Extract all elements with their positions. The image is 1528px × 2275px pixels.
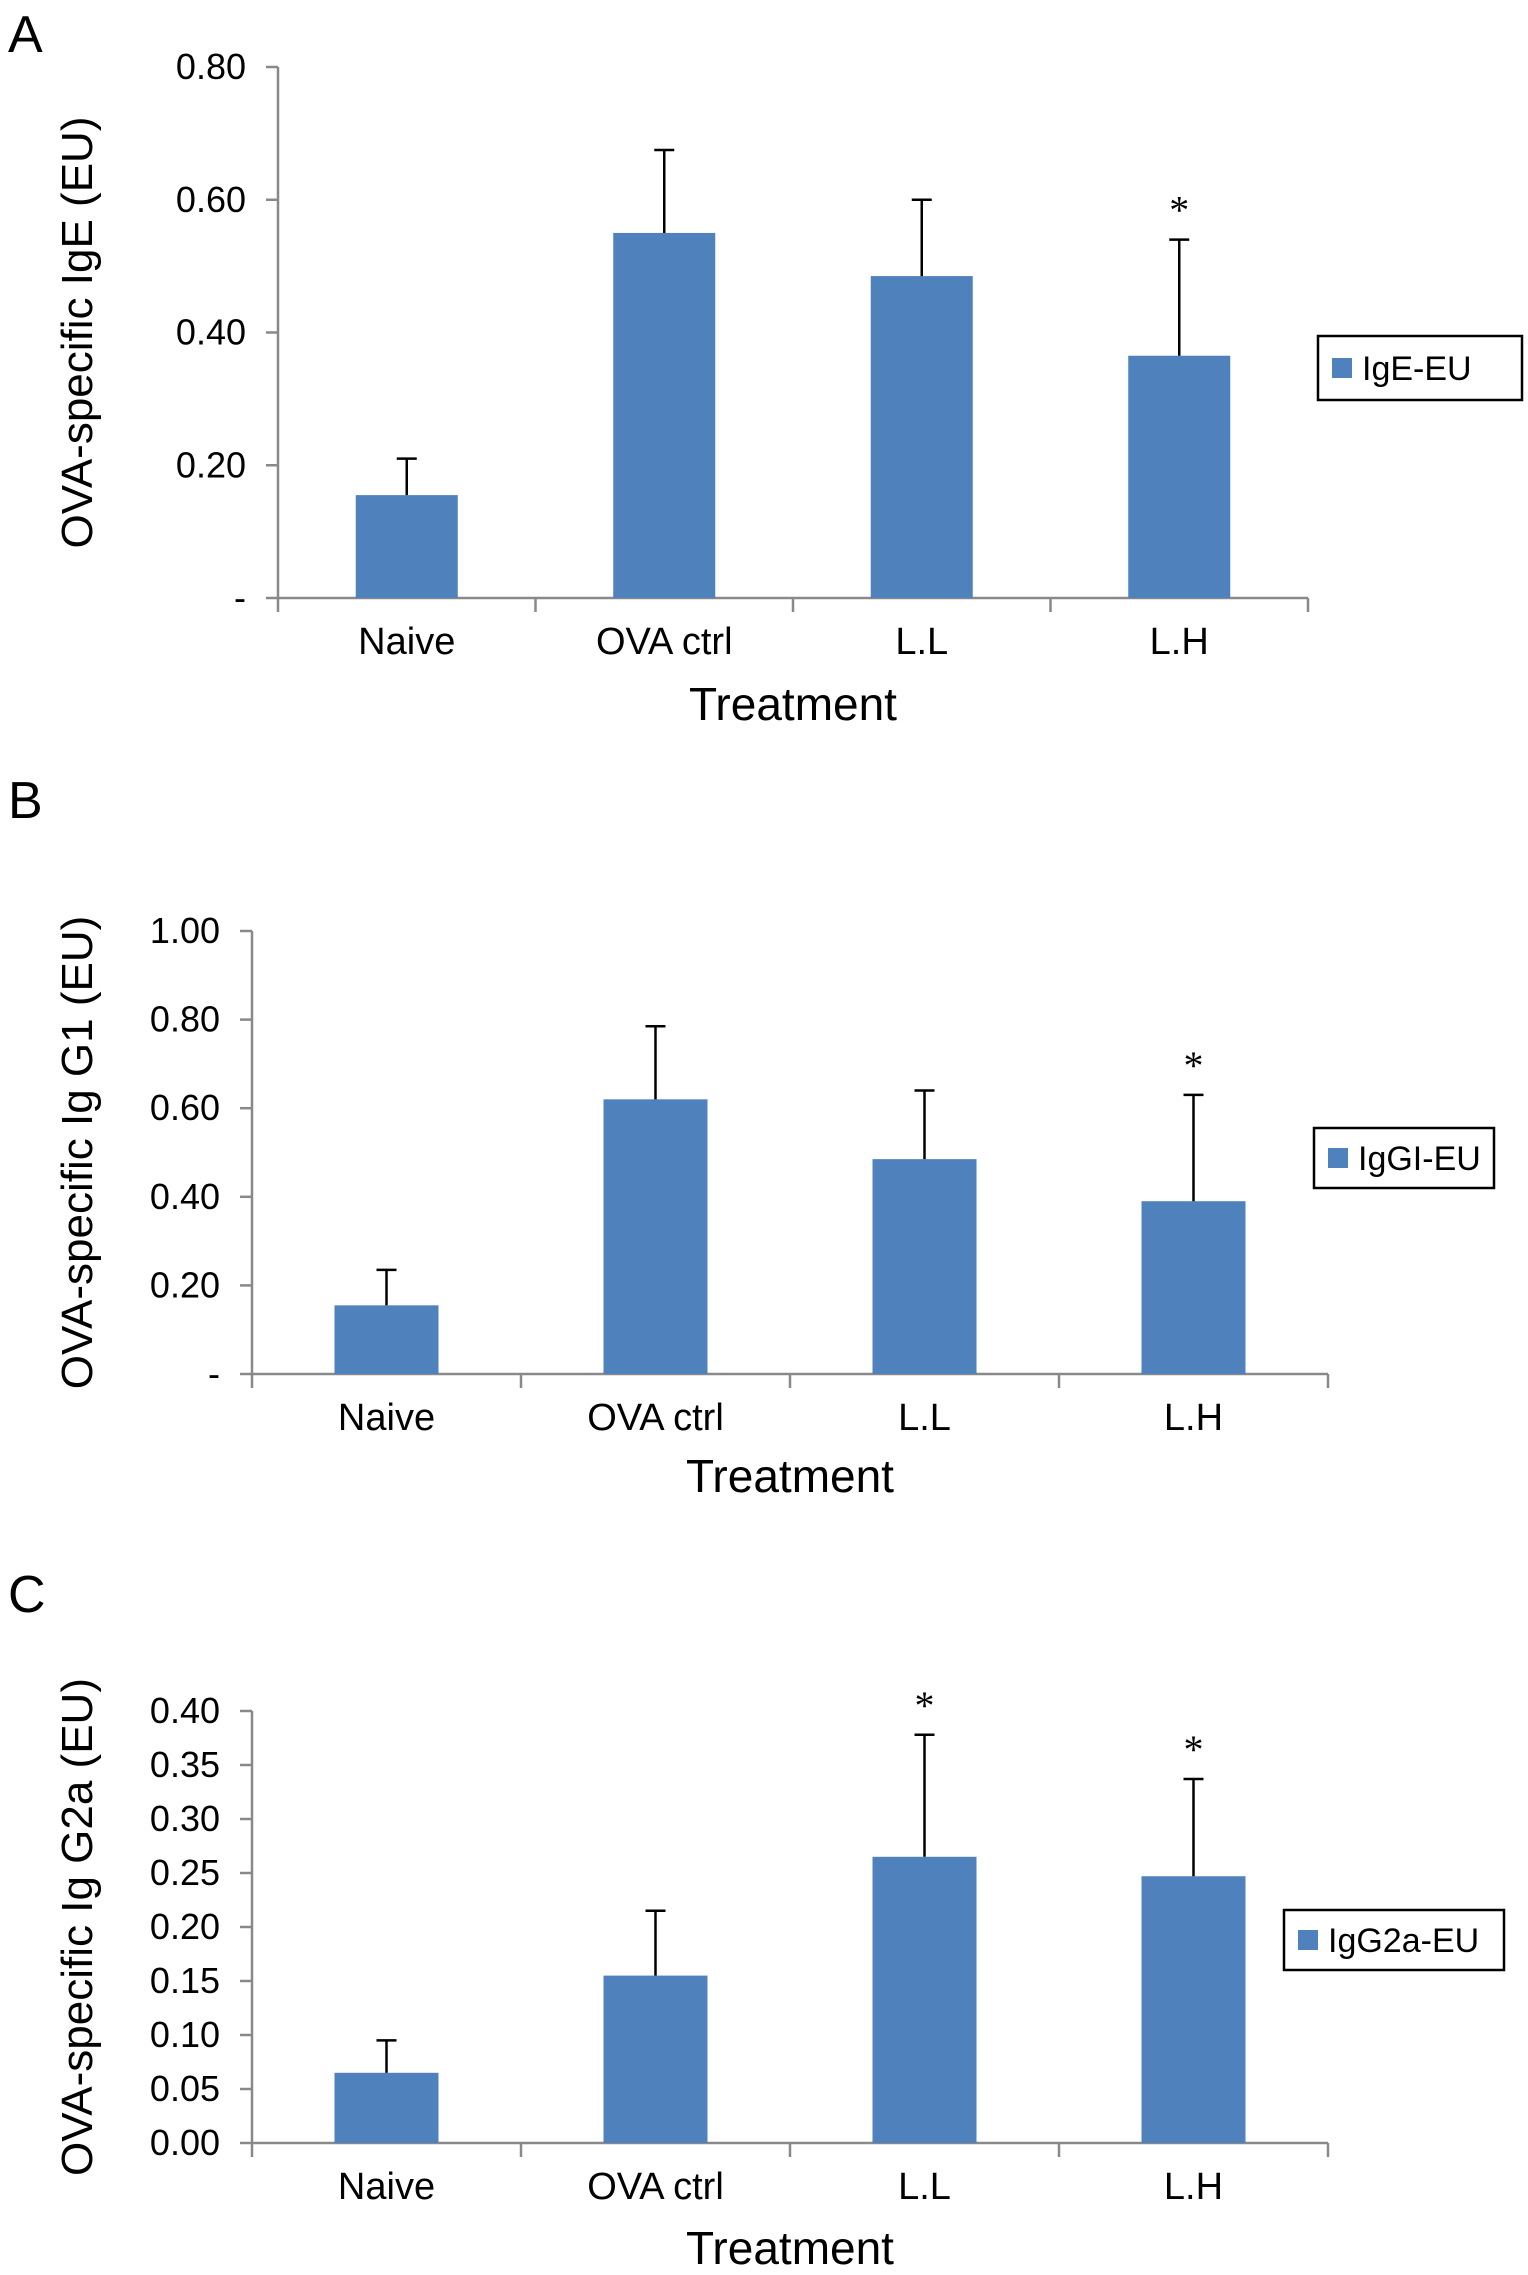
y-tick-label: 0.15: [150, 1960, 220, 2001]
bar: [1128, 355, 1231, 598]
bar: [355, 495, 458, 598]
x-tick-label: Naive: [338, 1397, 435, 1439]
x-axis-title: Treatment: [686, 1450, 894, 1502]
chart-panel-c: C 0.00 0.05 0.10 0.15 0.20 0.25 0.30 0.35 0.40 Nai…: [8, 1566, 1506, 2274]
significance-mark: *: [1184, 1727, 1204, 1772]
x-tick-label: OVA ctrl: [587, 1397, 724, 1439]
y-tick-label: 0.20: [150, 1906, 220, 1947]
bar: [870, 276, 973, 598]
y-axis-title: OVA-specific Ig G1 (EU): [53, 916, 102, 1390]
x-tick-label: L.H: [1164, 1397, 1223, 1439]
y-tick-label: 0.40: [176, 312, 246, 353]
bar: [613, 232, 716, 598]
y-tick-label: 0.00: [150, 2122, 220, 2163]
legend-label: IgG2a-EU: [1328, 1922, 1479, 1960]
bar: [334, 1305, 439, 1374]
bar: [872, 1856, 977, 2143]
x-axis-title: Treatment: [689, 678, 897, 730]
y-axis-title: OVA-specific IgE (EU): [53, 117, 102, 549]
y-tick-label: 0.35: [150, 1744, 220, 1785]
legend-label: IgE-EU: [1362, 350, 1472, 388]
panel-letter: B: [8, 772, 43, 830]
y-tick-label: 0.80: [176, 46, 246, 87]
legend-swatch: [1332, 358, 1352, 378]
y-tick-label: 0.20: [150, 1264, 220, 1305]
legend-swatch: [1298, 1930, 1318, 1950]
bar: [603, 1975, 708, 2143]
chart-panel-a: A - 0.20 0.40 0.60 0.80 Naive OVA ctrl L.L * L.H Tr…: [8, 6, 1524, 730]
x-tick-label: Naive: [338, 2166, 435, 2208]
legend-swatch: [1328, 1148, 1348, 1168]
x-tick-label: Naive: [358, 621, 455, 663]
x-tick-label: L.L: [898, 1397, 951, 1439]
legend: IgE-EU: [1316, 334, 1524, 402]
x-axis-title: Treatment: [686, 2222, 894, 2274]
legend: IgGI-EU: [1312, 1126, 1496, 1190]
significance-mark: *: [1184, 1043, 1204, 1088]
x-tick-label: OVA ctrl: [596, 621, 733, 663]
y-tick-label: 0.25: [150, 1852, 220, 1893]
x-tick-label: L.L: [898, 2166, 951, 2208]
y-tick-label: 0.60: [150, 1087, 220, 1128]
y-tick-label: -: [234, 577, 246, 618]
y-tick-label: 0.20: [176, 444, 246, 485]
y-tick-label: 0.10: [150, 2014, 220, 2055]
bar: [1141, 1201, 1246, 1374]
y-tick-label: 1.00: [150, 910, 220, 951]
x-tick-label: L.H: [1150, 621, 1209, 663]
x-tick-label: L.L: [895, 621, 948, 663]
bar: [872, 1159, 977, 1374]
significance-mark: *: [915, 1683, 935, 1728]
legend-label: IgGI-EU: [1358, 1140, 1481, 1178]
panel-letter: A: [8, 6, 43, 64]
bar: [334, 2072, 439, 2143]
y-tick-label: 0.05: [150, 2068, 220, 2109]
y-tick-label: 0.80: [150, 999, 220, 1040]
y-tick-label: 0.60: [176, 179, 246, 220]
bar: [603, 1099, 708, 1374]
y-tick-label: 0.30: [150, 1798, 220, 1839]
y-tick-label: 0.40: [150, 1690, 220, 1731]
significance-mark: *: [1169, 188, 1189, 233]
x-tick-label: L.H: [1164, 2166, 1223, 2208]
y-axis-title: OVA-specific Ig G2a (EU): [53, 1678, 102, 2176]
bar: [1141, 1876, 1246, 2143]
panel-letter: C: [8, 1566, 46, 1624]
legend-box: [1282, 1908, 1506, 1972]
y-tick-label: 0.40: [150, 1176, 220, 1217]
chart-panel-b: B - 0.20 0.40 0.60 0.80 1.00 Naive OVA ctrl L.L * L…: [8, 772, 1496, 1502]
y-tick-label: -: [208, 1353, 220, 1394]
legend: IgG2a-EU: [1282, 1908, 1506, 1972]
x-tick-label: OVA ctrl: [587, 2166, 724, 2208]
